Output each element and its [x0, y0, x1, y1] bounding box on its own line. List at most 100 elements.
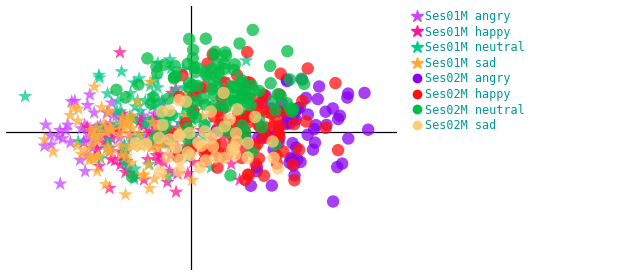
Point [188, 93, 198, 97]
Point [332, 165, 342, 169]
Point [250, 115, 260, 119]
Point [175, 128, 185, 132]
Point [285, 161, 295, 165]
Point [311, 123, 321, 128]
Point [265, 64, 275, 68]
Point [187, 83, 197, 87]
Point [88, 146, 98, 150]
Point [91, 126, 101, 130]
Point [302, 132, 312, 137]
Point [282, 115, 292, 119]
Point [290, 109, 301, 113]
Point [156, 169, 166, 174]
Point [141, 134, 151, 138]
Point [113, 127, 123, 131]
Point [217, 133, 227, 138]
Point [201, 158, 211, 163]
Point [262, 136, 272, 140]
Point [149, 112, 159, 116]
Point [99, 140, 109, 145]
Point [288, 116, 298, 121]
Point [273, 131, 284, 135]
Point [232, 85, 243, 90]
Point [363, 128, 373, 132]
Point [273, 166, 283, 171]
Point [237, 156, 247, 160]
Point [183, 62, 193, 66]
Point [239, 124, 249, 129]
Point [221, 53, 231, 58]
Point [187, 118, 197, 122]
Point [243, 141, 253, 145]
Point [103, 139, 113, 143]
Point [110, 112, 120, 116]
Point [183, 126, 193, 130]
Point [156, 125, 166, 129]
Point [226, 123, 236, 127]
Point [239, 83, 249, 87]
Point [309, 127, 319, 131]
Point [193, 141, 203, 145]
Point [95, 123, 105, 128]
Point [206, 109, 216, 114]
Point [175, 158, 185, 162]
Point [183, 137, 193, 142]
Point [219, 123, 229, 127]
Point [152, 125, 163, 129]
Point [227, 99, 238, 103]
Point [171, 74, 181, 79]
Point [188, 48, 198, 52]
Point [282, 79, 292, 83]
Point [115, 109, 125, 114]
Point [241, 134, 251, 139]
Point [227, 84, 238, 89]
Point [237, 92, 247, 96]
Point [170, 138, 180, 142]
Point [157, 140, 167, 145]
Point [251, 162, 261, 166]
Point [287, 141, 297, 145]
Point [83, 131, 93, 136]
Point [183, 171, 193, 176]
Point [79, 123, 89, 127]
Point [273, 141, 284, 145]
Point [181, 148, 192, 152]
Point [214, 123, 224, 128]
Point [134, 82, 144, 87]
Point [95, 133, 105, 137]
Point [188, 112, 198, 116]
Point [128, 140, 138, 145]
Point [151, 64, 161, 69]
Point [86, 155, 96, 160]
Point [258, 97, 268, 101]
Point [40, 144, 50, 148]
Point [232, 107, 243, 112]
Point [188, 56, 198, 60]
Point [303, 112, 313, 117]
Point [196, 128, 206, 132]
Point [146, 145, 156, 150]
Point [152, 124, 163, 128]
Point [245, 81, 255, 85]
Point [20, 94, 30, 99]
Point [94, 76, 105, 80]
Point [103, 109, 113, 114]
Point [188, 132, 198, 137]
Point [130, 167, 140, 171]
Point [106, 146, 116, 150]
Point [122, 159, 132, 163]
Point [296, 76, 306, 81]
Point [195, 144, 205, 148]
Point [243, 155, 253, 160]
Point [144, 162, 154, 166]
Point [321, 123, 331, 127]
Point [187, 117, 197, 121]
Point [124, 165, 134, 169]
Point [143, 163, 153, 167]
Point [106, 128, 116, 132]
Point [227, 148, 238, 152]
Point [164, 169, 175, 173]
Point [241, 59, 251, 63]
Point [242, 100, 252, 104]
Point [243, 172, 253, 177]
